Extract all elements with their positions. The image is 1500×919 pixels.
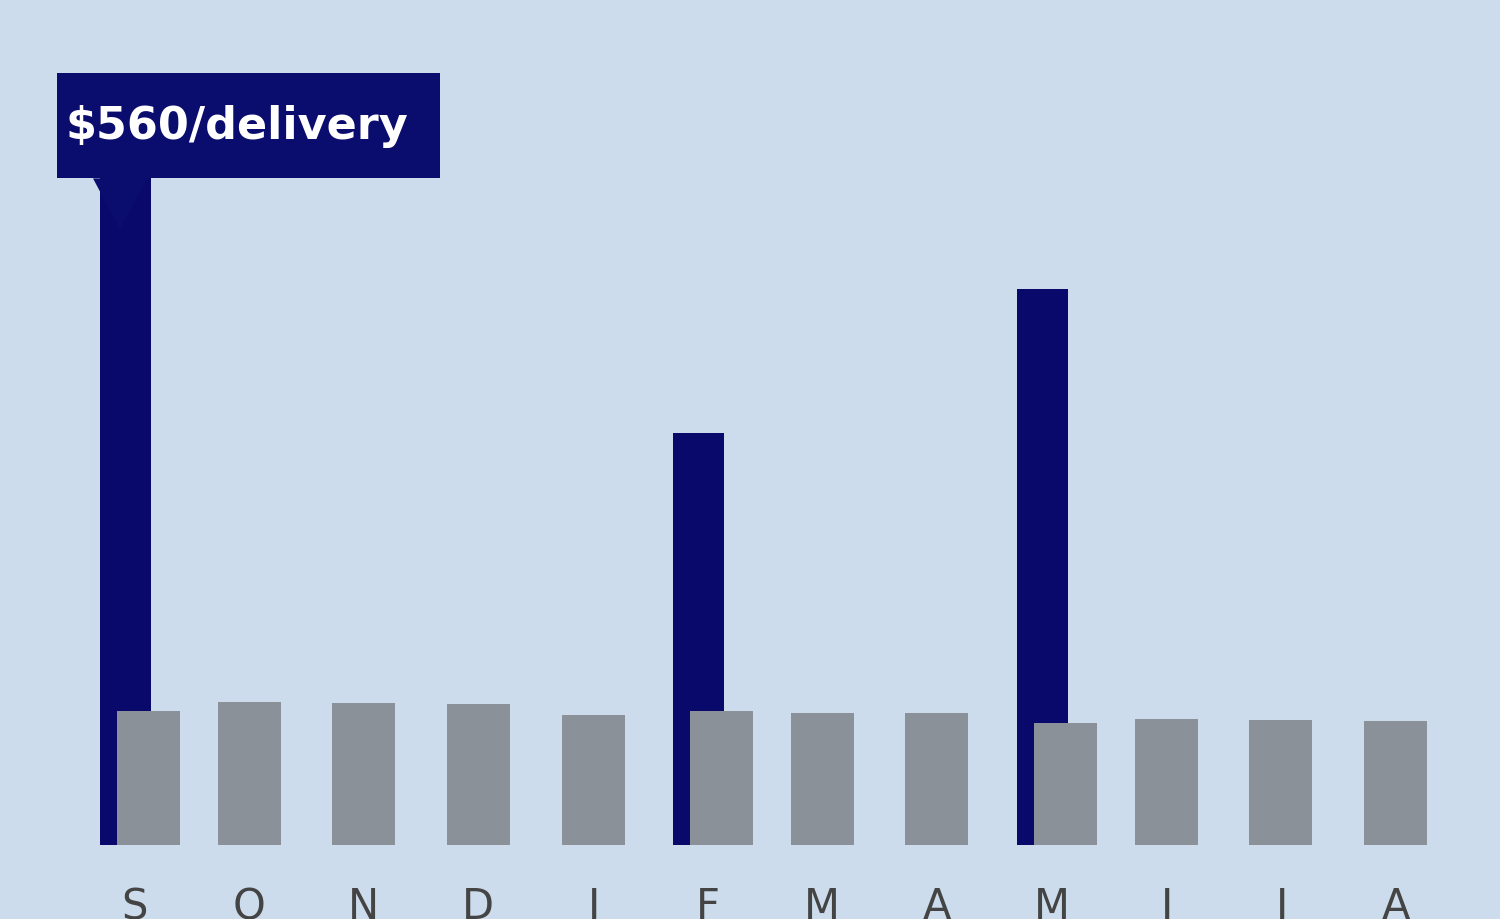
Bar — [1250, 720, 1312, 845]
Bar — [217, 702, 280, 845]
Text: F: F — [696, 886, 720, 919]
Bar — [1364, 720, 1426, 845]
Bar — [1134, 720, 1197, 845]
Bar — [561, 715, 624, 845]
Text: $560/delivery: $560/delivery — [66, 105, 408, 148]
Bar — [447, 705, 510, 845]
Text: S: S — [122, 886, 148, 919]
Text: A: A — [922, 886, 951, 919]
Text: N: N — [348, 886, 380, 919]
Text: J: J — [1160, 886, 1173, 919]
Bar — [790, 713, 853, 845]
Bar — [906, 713, 969, 845]
Text: D: D — [462, 886, 495, 919]
Bar — [333, 703, 396, 845]
Text: J: J — [1275, 886, 1287, 919]
Bar — [672, 433, 724, 845]
Text: O: O — [232, 886, 266, 919]
Bar — [99, 139, 152, 845]
Bar — [690, 711, 753, 845]
Text: A: A — [1382, 886, 1410, 919]
Text: J: J — [586, 886, 598, 919]
Text: M: M — [1034, 886, 1070, 919]
Bar — [117, 710, 180, 845]
Bar — [1017, 290, 1068, 845]
Bar — [1034, 723, 1096, 845]
Text: M: M — [804, 886, 840, 919]
